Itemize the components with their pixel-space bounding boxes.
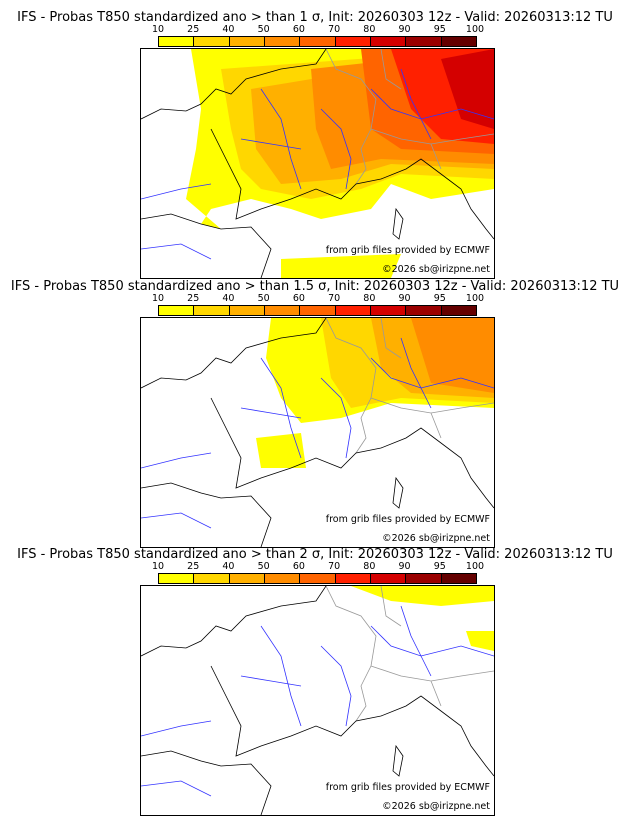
colorbar-tick: 90 <box>398 293 411 304</box>
map-area: from grib files provided by ECMWF ©2026 … <box>140 48 495 279</box>
panel-title: IFS - Probas T850 standardized ano > tha… <box>10 279 620 294</box>
colorbar-tick: 50 <box>257 24 270 35</box>
colorbar-tick: 50 <box>257 561 270 572</box>
colorbar <box>158 36 477 47</box>
colorbar-cell <box>159 37 195 46</box>
colorbar-cell <box>335 574 371 583</box>
colorbar-tick: 50 <box>257 293 270 304</box>
colorbar-cell <box>194 574 230 583</box>
colorbar <box>158 305 477 316</box>
colorbar-tick: 10 <box>151 561 165 572</box>
colorbar-cell <box>229 574 265 583</box>
colorbar-tick: 95 <box>433 293 446 304</box>
colorbar-ticks: 10 25 40 50 60 70 80 90 95 100 <box>152 24 484 36</box>
colorbar-cell <box>335 306 371 315</box>
colorbar-cell <box>229 306 265 315</box>
data-credit: from grib files provided by ECMWF <box>325 245 490 256</box>
data-credit: from grib files provided by ECMWF <box>325 782 490 793</box>
data-credit: from grib files provided by ECMWF <box>325 514 490 525</box>
colorbar-tick: 60 <box>292 561 305 572</box>
map-panel: IFS - Probas T850 standardized ano > tha… <box>0 0 630 279</box>
colorbar-cell <box>159 306 195 315</box>
colorbar-cell <box>441 37 476 46</box>
probability-area <box>411 318 494 393</box>
probability-area <box>351 586 494 651</box>
borders <box>325 49 494 185</box>
coastline <box>141 318 494 547</box>
copyright: ©2026 sb@irizpne.net <box>382 264 490 275</box>
colorbar-tick: 80 <box>363 293 376 304</box>
colorbar-tick: 60 <box>292 24 305 35</box>
colorbar-tick: 70 <box>328 24 341 35</box>
map-area: from grib files provided by ECMWF ©2026 … <box>140 317 495 548</box>
colorbar-tick: 10 <box>151 24 165 35</box>
colorbar-tick: 95 <box>433 24 446 35</box>
colorbar-cell <box>300 306 336 315</box>
borders <box>325 586 494 722</box>
colorbar-tick: 10 <box>151 293 165 304</box>
colorbar-tick: 70 <box>328 293 341 304</box>
map-panel: IFS - Probas T850 standardized ano > tha… <box>0 269 630 548</box>
colorbar-tick: 40 <box>222 561 235 572</box>
colorbar-tick: 80 <box>363 561 376 572</box>
colorbar-tick: 40 <box>222 293 235 304</box>
rivers <box>141 605 494 797</box>
colorbar-cell <box>370 37 407 46</box>
colorbar-cell <box>406 306 442 315</box>
colorbar-cell <box>406 574 442 583</box>
copyright: ©2026 sb@irizpne.net <box>382 801 490 812</box>
colorbar-cell <box>300 37 336 46</box>
colorbar-tick: 100 <box>465 24 485 35</box>
map-panel: IFS - Probas T850 standardized ano > tha… <box>0 537 630 816</box>
panel-title: IFS - Probas T850 standardized ano > tha… <box>17 547 613 562</box>
colorbar-cell <box>335 37 371 46</box>
colorbar-cell <box>370 306 407 315</box>
colorbar-tick: 80 <box>363 24 376 35</box>
colorbar <box>158 573 477 584</box>
colorbar-cell <box>441 574 476 583</box>
colorbar-tick: 90 <box>398 561 411 572</box>
colorbar-tick: 70 <box>328 561 341 572</box>
colorbar-tick: 25 <box>187 561 200 572</box>
copyright: ©2026 sb@irizpne.net <box>382 533 490 544</box>
colorbar-tick: 25 <box>187 293 200 304</box>
colorbar-cell <box>441 306 476 315</box>
colorbar-ticks: 10 25 40 50 60 70 80 90 95 100 <box>152 561 484 573</box>
panel-title: IFS - Probas T850 standardized ano > tha… <box>17 10 613 25</box>
colorbar-tick: 95 <box>433 561 446 572</box>
colorbar-ticks: 10 25 40 50 60 70 80 90 95 100 <box>152 293 484 305</box>
colorbar-cell <box>264 306 301 315</box>
colorbar-tick: 25 <box>187 24 200 35</box>
colorbar-cell <box>300 574 336 583</box>
colorbar-cell <box>194 37 230 46</box>
rivers <box>141 337 494 529</box>
coastline <box>141 49 494 278</box>
colorbar-tick: 90 <box>398 24 411 35</box>
colorbar-cell <box>159 574 195 583</box>
colorbar-tick: 60 <box>292 293 305 304</box>
colorbar-cell <box>229 37 265 46</box>
coastline <box>141 586 494 815</box>
colorbar-cell <box>264 37 301 46</box>
colorbar-cell <box>406 37 442 46</box>
colorbar-cell <box>264 574 301 583</box>
colorbar-tick: 100 <box>465 293 485 304</box>
rivers <box>141 68 494 260</box>
borders <box>325 318 494 454</box>
colorbar-cell <box>194 306 230 315</box>
probability-area <box>441 49 494 129</box>
colorbar-tick: 40 <box>222 24 235 35</box>
colorbar-tick: 100 <box>465 561 485 572</box>
colorbar-cell <box>370 574 407 583</box>
map-area: from grib files provided by ECMWF ©2026 … <box>140 585 495 816</box>
